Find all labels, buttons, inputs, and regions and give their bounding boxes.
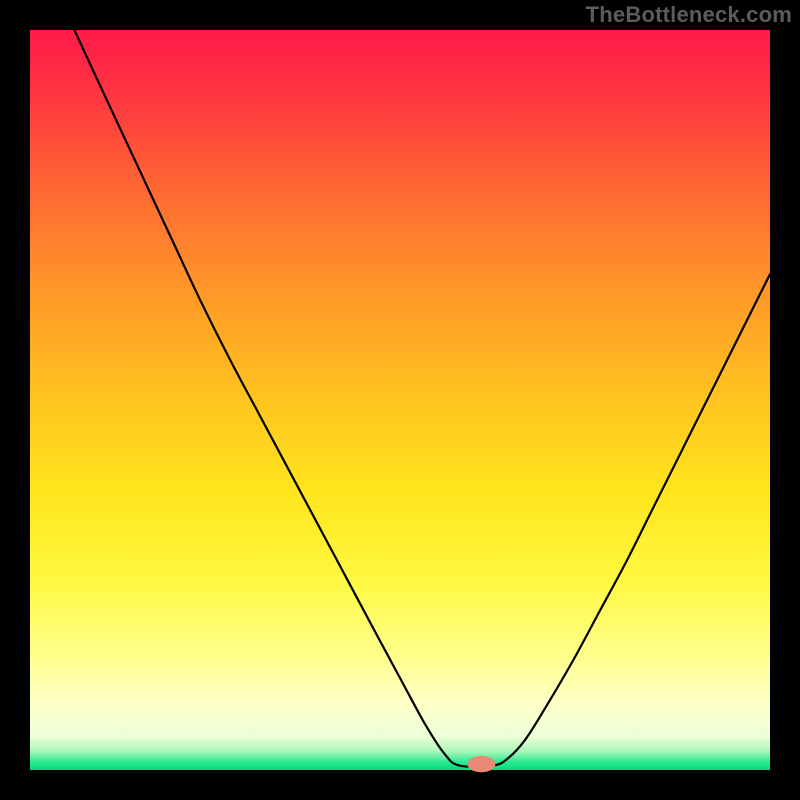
bottleneck-chart: [0, 0, 800, 800]
chart-stage: TheBottleneck.com: [0, 0, 800, 800]
plot-background: [30, 30, 770, 770]
optimal-point-marker: [467, 756, 495, 772]
